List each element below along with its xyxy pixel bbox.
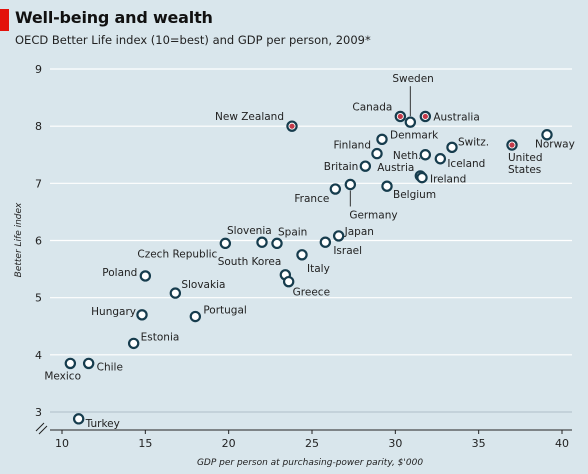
data-point xyxy=(189,310,202,323)
y-tick-label: 5 xyxy=(35,292,42,305)
point-label: Neth. xyxy=(393,150,421,162)
point-label: Australia xyxy=(433,111,479,123)
x-tick-label: 35 xyxy=(472,437,486,450)
point-label: Norway xyxy=(535,139,575,151)
data-point xyxy=(72,413,85,425)
grid-lines xyxy=(50,68,572,431)
point-label: Chile xyxy=(97,361,123,373)
data-point xyxy=(127,337,140,350)
point-label: Czech Republic xyxy=(137,248,217,260)
x-axis-ticks: 10 15 20 25 30 35 40 xyxy=(55,430,569,450)
point-label: South Korea xyxy=(218,256,282,268)
data-point xyxy=(541,129,553,141)
data-points xyxy=(64,110,553,425)
data-point xyxy=(416,171,428,184)
point-label: Spain xyxy=(278,226,307,238)
point-label: Italy xyxy=(307,263,330,275)
data-point xyxy=(371,147,383,160)
x-tick-label: 40 xyxy=(555,437,569,450)
point-label: Austria xyxy=(377,162,414,174)
chart-title: Well-being and wealth xyxy=(15,8,213,27)
point-label: Japan xyxy=(344,226,374,238)
point-label: Slovenia xyxy=(227,225,272,237)
data-point xyxy=(344,178,357,191)
chart-subtitle: OECD Better Life index (10=best) and GDP… xyxy=(15,33,371,47)
point-label: Turkey xyxy=(85,418,120,430)
x-tick-label: 25 xyxy=(305,437,319,450)
x-tick-label: 10 xyxy=(55,437,69,450)
x-tick-label: 30 xyxy=(388,437,402,450)
y-axis-label: Better Life index xyxy=(14,202,24,277)
data-point xyxy=(332,230,345,242)
y-tick-label: 6 xyxy=(35,235,42,248)
point-label: New Zealand xyxy=(215,111,284,123)
data-point xyxy=(296,249,308,261)
data-point xyxy=(139,270,152,282)
data-point xyxy=(446,141,458,154)
data-point xyxy=(82,357,95,370)
point-label: France xyxy=(294,193,329,205)
point-labels: New Zealand Canada Sweden Australia NorwayUn… xyxy=(44,73,575,430)
point-label: Switz. xyxy=(458,136,489,148)
point-label: United States xyxy=(508,152,543,176)
point-label: Slovakia xyxy=(181,279,225,291)
point-label: Hungary xyxy=(91,306,136,318)
data-point xyxy=(219,237,232,250)
point-label: Belgium xyxy=(393,189,436,201)
data-point-highlight xyxy=(509,142,515,148)
data-point xyxy=(319,236,332,248)
y-axis-break-mark xyxy=(35,422,48,435)
y-tick-label: 7 xyxy=(35,177,42,190)
data-point-highlight xyxy=(397,113,403,120)
y-tick-label: 4 xyxy=(35,349,42,362)
point-label: Iceland xyxy=(447,158,485,170)
leader-lines xyxy=(349,86,411,207)
axis-break-icon xyxy=(35,422,48,435)
point-label: Canada xyxy=(352,101,392,113)
x-tick-label: 15 xyxy=(138,437,152,450)
x-tick-label: 20 xyxy=(222,437,236,450)
point-label: Greece xyxy=(293,287,330,299)
brand-accent-bar xyxy=(0,9,9,31)
point-label: Israel xyxy=(333,245,362,257)
data-point-highlight xyxy=(422,113,428,120)
data-point xyxy=(282,275,295,288)
data-point xyxy=(404,116,417,128)
data-point xyxy=(256,236,268,248)
data-point xyxy=(376,133,388,146)
point-label: Mexico xyxy=(44,370,81,382)
point-label: Sweden xyxy=(392,73,434,85)
point-label: Ireland xyxy=(430,174,466,186)
y-axis-ticks: 3 4 5 6 7 8 9 xyxy=(35,63,42,419)
point-label: Germany xyxy=(349,209,397,221)
point-label: Poland xyxy=(102,267,137,279)
point-label: Finland xyxy=(333,140,371,152)
point-label: Estonia xyxy=(141,331,180,343)
y-tick-label: 8 xyxy=(35,120,42,133)
y-tick-label: 9 xyxy=(35,63,42,76)
x-axis-label: GDP per person at purchasing-power parit… xyxy=(197,458,423,468)
data-point xyxy=(419,149,432,161)
data-point xyxy=(271,237,283,250)
data-point xyxy=(64,357,77,370)
data-point xyxy=(381,180,393,192)
point-label: Denmark xyxy=(390,129,439,141)
data-point-highlight xyxy=(289,123,295,129)
data-point xyxy=(136,309,148,321)
point-label: Portugal xyxy=(203,305,247,317)
point-label: Britain xyxy=(324,161,359,173)
data-point xyxy=(169,287,182,299)
data-point xyxy=(329,183,342,195)
data-point xyxy=(359,160,372,172)
y-tick-label: 3 xyxy=(35,406,42,419)
data-point xyxy=(434,153,447,165)
